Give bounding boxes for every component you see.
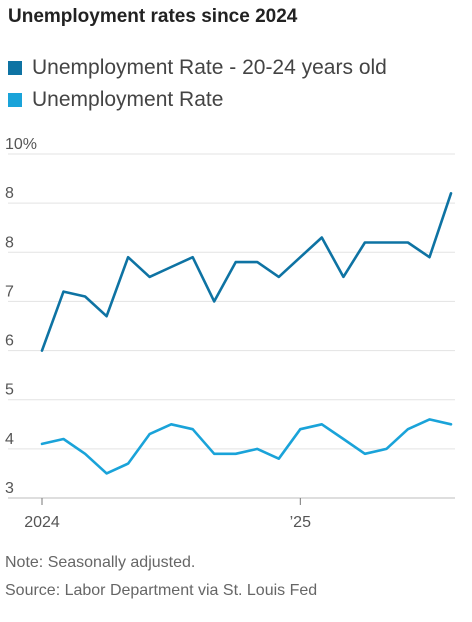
y-tick-label: 8 xyxy=(5,234,14,251)
legend-swatch-overall-rate xyxy=(8,93,22,107)
series-line-overall-rate xyxy=(40,418,453,475)
y-tick-label: 5 xyxy=(5,382,14,399)
legend-item-youth-rate: Unemployment Rate - 20-24 years old xyxy=(8,54,387,82)
y-tick-label: 7 xyxy=(5,283,14,300)
y-tick-label: 3 xyxy=(5,480,14,497)
legend-item-overall-rate: Unemployment Rate xyxy=(8,86,387,114)
line-chart: 3 4 5 6 7 8 8 10% 2024 ’25 xyxy=(5,136,455,531)
legend-swatch-youth-rate xyxy=(8,61,22,75)
series-line-youth-rate xyxy=(40,192,453,352)
x-tick-label: 2024 xyxy=(24,514,60,531)
chart-legend: Unemployment Rate - 20-24 years old Unem… xyxy=(8,54,387,118)
chart-source: Source: Labor Department via St. Louis F… xyxy=(5,582,318,599)
y-tick-label: 8 xyxy=(5,185,14,202)
y-tick-label: 10% xyxy=(5,136,37,153)
y-tick-label: 4 xyxy=(5,431,14,448)
legend-label-overall-rate: Unemployment Rate xyxy=(32,88,224,111)
x-tick-label: ’25 xyxy=(290,514,311,531)
chart-title: Unemployment rates since 2024 xyxy=(8,6,298,27)
legend-label-youth-rate: Unemployment Rate - 20-24 years old xyxy=(32,56,387,79)
chart-note: Note: Seasonally adjusted. xyxy=(5,554,196,571)
y-tick-label: 6 xyxy=(5,333,14,350)
